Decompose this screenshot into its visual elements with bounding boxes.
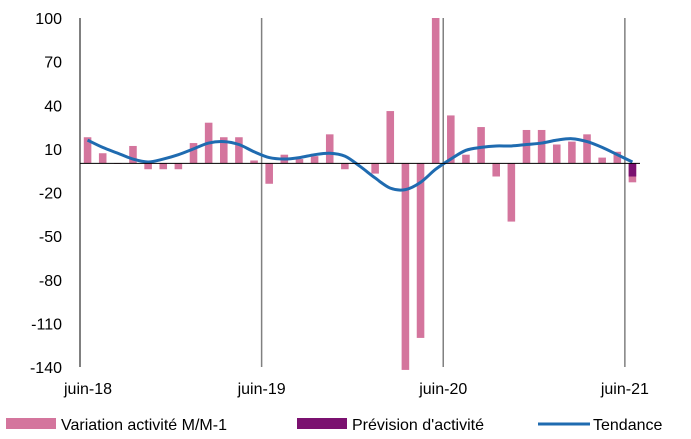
bar-variation-27 [492,163,500,177]
bar-variation-20 [386,111,395,164]
grid-layer [260,18,626,367]
legend-swatch-variation [6,418,56,429]
bar-prevision-36 [628,163,637,177]
bar-variation-12 [265,163,273,184]
bar-variation-32 [568,141,576,164]
bar-layer [83,18,637,370]
bar-variation-21 [401,163,410,370]
bar-variation-34 [598,157,606,164]
bar-variation-15 [310,156,319,164]
x-axis-ticks: juin-18 juin-19 juin-20 juin-21 [63,381,649,398]
bar-variation-3 [129,145,137,164]
bar-variation-35 [613,151,622,164]
bar-variation-29 [522,129,531,164]
y-tick-label-5: -50 [39,229,62,246]
bar-variation-17 [341,163,349,170]
y-tick-label-6: -80 [39,273,62,290]
bar-variation-19 [371,163,379,174]
legend: Variation activité M/M-1 Prévision d'act… [6,417,662,434]
axis-layer [79,18,640,367]
bar-variation-33 [583,134,591,164]
line-layer [86,137,634,192]
bar-variation-24 [447,115,455,164]
bar-variation-7 [189,143,198,164]
bar-variation-5 [159,163,168,170]
bar-variation-23 [431,18,440,164]
bar-variation-9 [220,137,228,164]
bar-variation-0 [83,137,92,164]
y-tick-label-8: -140 [30,360,62,377]
trend-line [86,137,634,192]
y-axis-ticks: 100 70 40 10 -20 -50 -80 -110 -140 [30,11,62,377]
bar-variation-26 [477,127,485,164]
bar-variation-11 [250,160,258,164]
y-tick-label-0: 100 [35,11,62,28]
y-tick-label-2: 40 [44,98,62,115]
legend-label-tendance: Tendance [593,417,662,434]
bar-variation-25 [462,154,470,164]
bar-variation-1 [98,153,107,164]
bar-variation-16 [325,134,334,164]
bar-variation-31 [552,144,561,164]
x-tick-label-2: juin-20 [418,381,467,398]
bar-variation-14 [295,159,304,164]
x-tick-label-3: juin-21 [600,381,649,398]
y-tick-label-1: 70 [44,55,62,72]
y-tick-label-3: 10 [44,142,62,159]
x-tick-label-0: juin-18 [63,381,112,398]
bar-variation-10 [235,137,243,164]
bar-variation-22 [416,163,425,338]
legend-label-variation: Variation activité M/M-1 [61,417,227,434]
bar-variation-30 [537,129,546,164]
y-tick-label-4: -20 [39,186,62,203]
legend-label-prevision: Prévision d'activité [352,417,484,434]
y-tick-label-7: -110 [31,316,62,333]
bar-variation-28 [507,163,516,222]
bar-variation-4 [144,163,152,170]
bar-variation-6 [174,163,183,170]
legend-swatch-prevision [297,418,347,429]
x-tick-label-1: juin-19 [237,381,286,398]
